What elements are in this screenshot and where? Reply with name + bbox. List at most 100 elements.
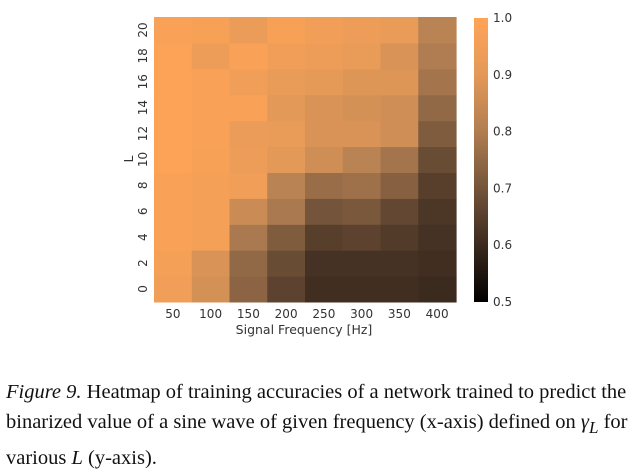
y-tick-label: 18: [136, 48, 150, 63]
heatmap-cell: [229, 17, 268, 44]
heatmap-cell: [191, 17, 231, 44]
heatmap-cell: [305, 198, 344, 225]
figure-caption: Figure 9. Heatmap of training accuracies…: [6, 377, 630, 473]
heatmap-cell: [154, 120, 193, 148]
heatmap-cell: [342, 42, 382, 70]
heatmap-cell: [154, 276, 193, 303]
heatmap-cell: [305, 17, 344, 44]
y-tick-label: 16: [136, 74, 150, 89]
heatmap-cell: [229, 198, 268, 225]
y-tick-label: 12: [136, 126, 150, 141]
heatmap-cell: [380, 146, 419, 173]
heatmap-cell: [229, 172, 268, 199]
x-tick-label: 50: [165, 307, 180, 321]
heatmap-cell: [342, 17, 382, 44]
heatmap-cell: [191, 224, 231, 251]
x-tick-label: 250: [312, 307, 335, 321]
heatmap-cell: [380, 17, 419, 44]
heatmap-cell: [229, 68, 268, 96]
colorbar-tick-labels: 0.5 0.6 0.7 0.8 0.9 1.0: [493, 11, 512, 309]
heatmap-cells: [154, 17, 457, 303]
heatmap-cell: [154, 17, 193, 44]
heatmap-cell: [342, 146, 382, 173]
heatmap-cell: [342, 94, 382, 122]
heatmap-cell: [418, 120, 457, 148]
heatmap-cell: [305, 94, 344, 122]
colorbar-tick-label: 0.6: [493, 238, 512, 252]
heatmap-cell: [418, 146, 457, 173]
heatmap-cell: [342, 276, 382, 303]
heatmap-cell: [229, 42, 268, 70]
y-tick-label: 10: [136, 152, 150, 167]
heatmap-cell: [305, 120, 344, 148]
y-tick-label: 8: [136, 182, 150, 190]
heatmap-cell: [191, 172, 231, 199]
heatmap-cell: [229, 250, 268, 277]
heatmap-cell: [154, 94, 193, 122]
x-tick-label: 200: [275, 307, 298, 321]
x-tick-label: 100: [199, 307, 222, 321]
heatmap-cell: [305, 42, 344, 70]
x-tick-label: 300: [350, 307, 373, 321]
heatmap-cell: [418, 276, 457, 303]
heatmap-cell: [267, 224, 306, 251]
heatmap-cell: [342, 250, 382, 277]
x-tick-label: 350: [388, 307, 411, 321]
caption-text-3: (y-axis).: [82, 447, 157, 470]
heatmap-cell: [380, 120, 419, 148]
heatmap-cell: [418, 172, 457, 199]
colorbar-tick-label: 0.5: [493, 295, 512, 309]
heatmap-cell: [380, 68, 419, 96]
heatmap-cell: [342, 68, 382, 96]
heatmap-figure: 50 100 150 200 250 300 350 400 0 2 4 6 8 10 12 14 16 18 2…: [121, 11, 512, 337]
y-axis-label: L: [121, 155, 136, 162]
heatmap-cell: [154, 250, 193, 277]
heatmap-cell: [154, 224, 193, 251]
heatmap-cell: [267, 172, 306, 199]
heatmap-cell: [305, 250, 344, 277]
heatmap-cell: [191, 198, 231, 225]
heatmap-cell: [154, 68, 193, 96]
heatmap-cell: [305, 276, 344, 303]
heatmap-cell: [342, 172, 382, 199]
heatmap-cell: [191, 276, 231, 303]
y-tick-labels: 0 2 4 6 8 10 12 14 16 18 20: [136, 22, 150, 292]
y-tick-label: 20: [136, 22, 150, 37]
heatmap-cell: [418, 250, 457, 277]
heatmap-cell: [267, 42, 306, 70]
heatmap-cell: [305, 68, 344, 96]
heatmap-cell: [380, 276, 419, 303]
heatmap-cell: [380, 198, 419, 225]
heatmap-cell: [342, 224, 382, 251]
heatmap-cell: [418, 68, 457, 96]
heatmap-cell: [342, 120, 382, 148]
y-tick-label: 6: [136, 207, 150, 215]
heatmap-cell: [380, 42, 419, 70]
heatmap-cell: [418, 17, 457, 44]
heatmap-cell: [418, 94, 457, 122]
heatmap-cell: [418, 42, 457, 70]
heatmap-cell: [191, 146, 231, 173]
heatmap-cell: [191, 250, 231, 277]
heatmap-cell: [154, 146, 193, 173]
y-tick-label: 14: [136, 100, 150, 115]
heatmap-cell: [154, 198, 193, 225]
heatmap-cell: [380, 94, 419, 122]
colorbar-tick-label: 0.7: [493, 181, 512, 195]
heatmap-cell: [342, 198, 382, 225]
y-tick-label: 4: [136, 233, 150, 241]
heatmap-cell: [267, 94, 306, 122]
x-tick-label: 150: [237, 307, 260, 321]
colorbar: [474, 18, 488, 302]
heatmap-cell: [418, 198, 457, 225]
heatmap-cell: [267, 250, 306, 277]
heatmap-cell: [191, 68, 231, 96]
heatmap-cell: [380, 250, 419, 277]
heatmap-cell: [418, 224, 457, 251]
caption-L: L: [71, 447, 83, 470]
heatmap-cell: [154, 172, 193, 199]
heatmap-cell: [380, 172, 419, 199]
y-tick-label: 0: [136, 285, 150, 293]
heatmap-cell: [191, 42, 231, 70]
caption-lead: Figure 9.: [6, 381, 82, 403]
